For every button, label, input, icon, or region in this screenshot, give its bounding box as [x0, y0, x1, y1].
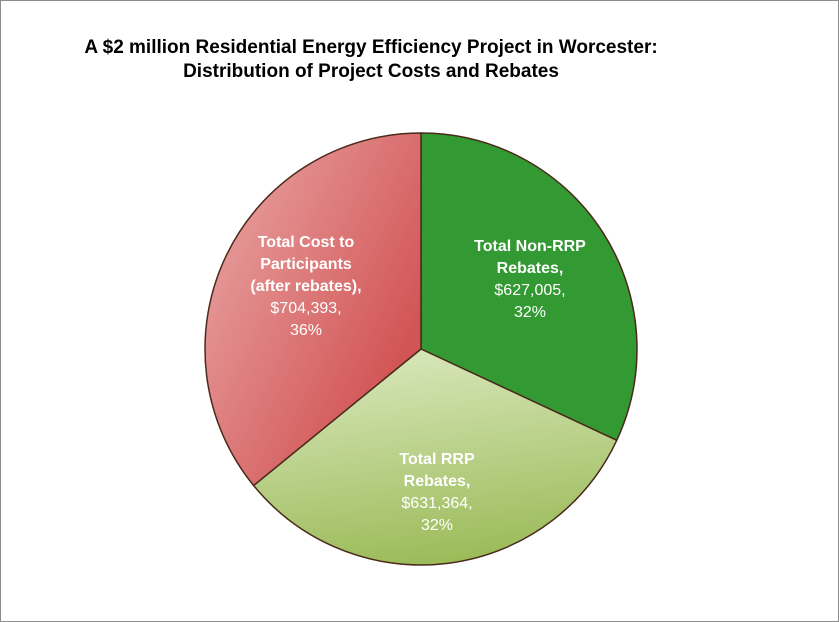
pie-slice-1: [420, 132, 638, 442]
slice-label-name-line: Participants: [260, 256, 352, 273]
chart-title: A $2 million Residential Energy Efficien…: [1, 36, 741, 84]
slice-label-3: Total Cost to Participants (after rebates)…: [250, 234, 361, 339]
pie-slice-3: [204, 132, 422, 487]
chart-title-line-1: A $2 million Residential Energy Efficien…: [84, 37, 658, 58]
pie-slice-2: [252, 348, 618, 566]
slice-label-percent: 36%: [290, 322, 322, 339]
chart-title-line-2: Distribution of Project Costs and Rebate…: [183, 61, 559, 82]
slice-label-name-line: Total Non-RRP: [474, 238, 586, 255]
slice-label-2: Total RRP Rebates, $631,364, 32%: [399, 451, 475, 534]
slice-label-name-line: Rebates,: [497, 260, 564, 277]
slice-label-name-line: (after rebates),: [250, 278, 361, 295]
slice-label-name-line: Total Cost to: [258, 234, 355, 251]
slice-label-1: Total Non-RRP Rebates, $627,005, 32%: [474, 238, 586, 321]
slice-label-value: $704,393,: [270, 300, 341, 317]
slice-label-name-line: Rebates,: [404, 473, 471, 490]
slice-label-name-line: Total RRP: [399, 451, 475, 468]
slice-label-percent: 32%: [514, 304, 546, 321]
slice-label-percent: 32%: [421, 517, 453, 534]
slice-label-value: $627,005,: [494, 282, 565, 299]
slice-label-value: $631,364,: [401, 495, 472, 512]
